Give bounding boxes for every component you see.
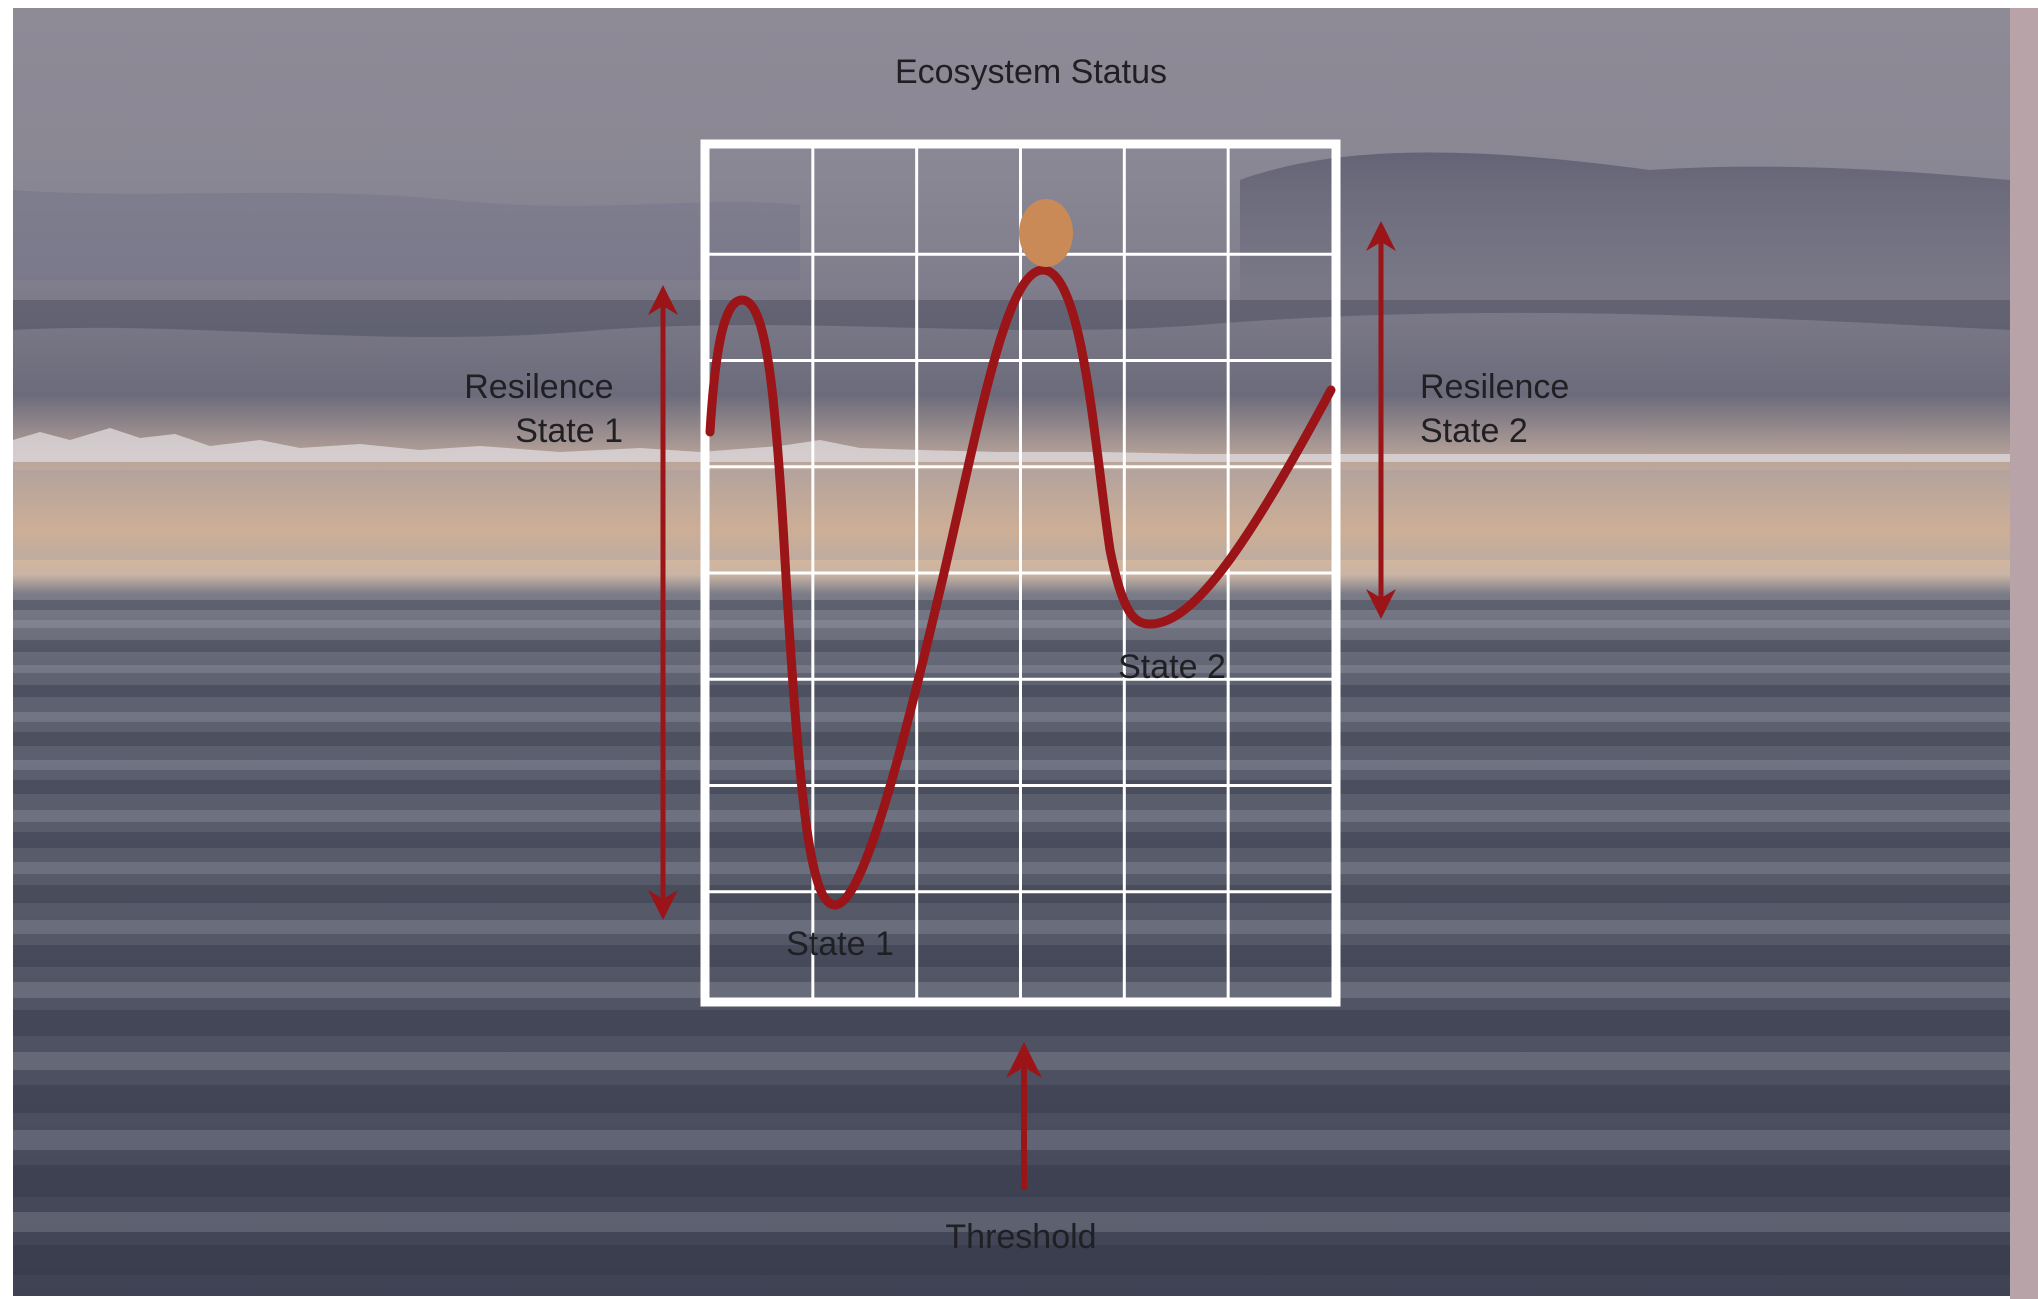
resilience-state-1-label: Resilence State 1 [464,368,623,450]
stability-curve [705,265,1336,910]
ecosystem-state-ball [1019,199,1073,267]
diagram-title: Ecosystem Status [895,53,1167,91]
side-strip [2010,8,2038,1299]
resilience-state-2-line2: State 2 [1420,412,1528,450]
resilience-state-1-line2: State 1 [515,412,623,450]
status-grid [700,139,1341,1007]
state-2-label: State 2 [1118,648,1226,686]
sea-photo-background [13,8,2010,1296]
resilience-state-1-line1: Resilence [464,368,613,406]
grid-lines [709,148,1332,998]
state-1-label: State 1 [786,925,894,963]
threshold-label: Threshold [945,1218,1096,1256]
resilience-state-2-line1: Resilence [1420,368,1569,406]
resilience-state-2-label: Resilence State 2 [1420,368,1579,450]
